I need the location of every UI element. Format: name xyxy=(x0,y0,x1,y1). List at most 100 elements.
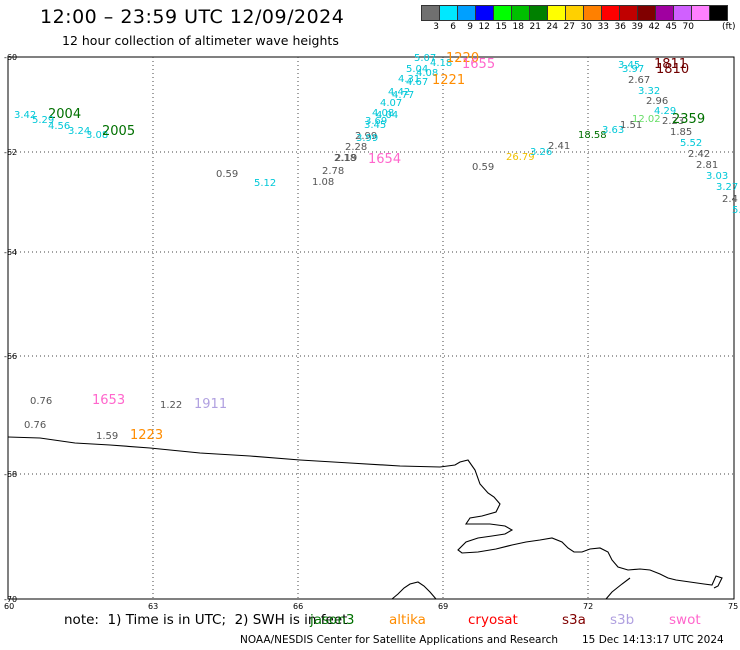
satellite-swot: swot xyxy=(669,612,701,628)
lon-tick-63: 63 xyxy=(148,602,158,611)
legend-tick-label: 45 xyxy=(665,22,677,32)
legend-tick-label: 24 xyxy=(546,22,558,32)
wave-height-label: 4.08 xyxy=(372,108,394,119)
wave-height-label: 18.58 xyxy=(578,130,607,141)
satellite-jason3: jason3 xyxy=(310,612,355,628)
pass-time-label: 1223 xyxy=(130,428,163,443)
wave-height-label: 1.85 xyxy=(670,127,692,138)
wave-height-label: 0.76 xyxy=(30,396,52,407)
wave-height-label: 2.67 xyxy=(628,75,650,86)
lat-tick-62: -62 xyxy=(4,148,17,157)
wave-height-label: 5.07 xyxy=(414,53,436,64)
legend-tick-label: 3 xyxy=(433,22,439,32)
coastline-bay-segment xyxy=(605,577,631,600)
wave-height-label: 0.59 xyxy=(216,169,238,180)
lat-tick-60: -60 xyxy=(4,53,17,62)
antarctic-coastline xyxy=(7,436,723,589)
lat-tick-68: -68 xyxy=(4,470,17,479)
wave-height-label: 1.59 xyxy=(96,431,118,442)
map-subtitle: 12 hour collection of altimeter wave hei… xyxy=(62,33,339,48)
lat-tick-64: -64 xyxy=(4,248,17,257)
lon-tick-72: 72 xyxy=(583,602,593,611)
lat-gridlines xyxy=(8,151,734,475)
footer-timestamp: 15 Dec 14:13:17 UTC 2024 xyxy=(582,634,724,646)
wave-height-label: 2.18 xyxy=(334,153,356,164)
color-legend: 3 6 9 12 15 18 21 24 27 30 33 36 39 42 45 70 (ft) xyxy=(421,5,736,32)
legend-tick-label: 30 xyxy=(580,22,592,32)
wave-height-label: 3.42 xyxy=(14,110,36,121)
satellite-altika: altika xyxy=(389,612,426,628)
legend-tick-label: 27 xyxy=(563,22,575,32)
wave-height-label: 4.77 xyxy=(392,90,414,101)
wave-height-label: 1.51 xyxy=(620,120,642,131)
wave-height-label: 3.26 xyxy=(530,147,552,158)
wave-height-label: 2.81 xyxy=(696,160,718,171)
wave-height-label: 3.24 xyxy=(68,126,90,137)
legend-tick-label: 36 xyxy=(614,22,626,32)
satellite-s3b: s3b xyxy=(610,612,635,628)
wave-height-label: 4.56 xyxy=(48,121,70,132)
lat-tick-70: -70 xyxy=(4,595,17,604)
map-title: 12:00 – 23:59 UTC 12/09/2024 xyxy=(40,6,345,28)
pass-time-label: 1911 xyxy=(194,397,227,412)
wave-height-label: 4.18 xyxy=(430,58,452,69)
wave-height-label: 3.45 xyxy=(618,60,640,71)
wave-height-label: 2.99 xyxy=(355,131,377,142)
wave-height-label: 1.22 xyxy=(160,400,182,411)
legend-tick-label: 18 xyxy=(512,22,524,32)
wave-height-label: 2.19 xyxy=(335,153,357,164)
lat-tick-66: -66 xyxy=(4,352,17,361)
wave-height-label: 12.02 xyxy=(632,114,661,125)
pass-time-label: 1654 xyxy=(368,152,401,167)
wave-height-label: 3.32 xyxy=(638,86,660,97)
wave-height-label: 2.42 xyxy=(688,149,710,160)
legend-swatch xyxy=(709,5,728,21)
wave-height-label: 2.96 xyxy=(646,96,668,107)
wave-height-label: 5.12 xyxy=(254,178,276,189)
legend-tick-label: 42 xyxy=(648,22,660,32)
pass-time-label: 1220 xyxy=(446,51,479,66)
pass-time-label: 2005 xyxy=(102,124,135,139)
legend-tick-label: 39 xyxy=(631,22,643,32)
wave-height-label: 2.41 xyxy=(548,141,570,152)
wave-height-label: 4.42 xyxy=(388,87,410,98)
pass-time-label: 1811 xyxy=(654,57,687,72)
wave-height-label: 3.45 xyxy=(364,120,386,131)
wave-height-label: 0.59 xyxy=(472,162,494,173)
wave-height-label: 26.79 xyxy=(506,152,535,163)
legend-tick-label: 6 xyxy=(450,22,456,32)
wave-height-label: 5.52 xyxy=(680,138,702,149)
legend-swatches xyxy=(421,5,728,21)
wave-height-label: 4.07 xyxy=(380,98,402,109)
pass-time-label: 1221 xyxy=(432,73,465,88)
wave-height-label: 3.63 xyxy=(602,125,624,136)
satellite-s3a: s3a xyxy=(562,612,586,628)
pass-time-label: 1810 xyxy=(656,62,689,77)
wave-height-label: 3.27 xyxy=(716,182,738,193)
lon-tick-75: 75 xyxy=(728,602,738,611)
legend-tick-label: 33 xyxy=(597,22,609,32)
wave-height-label: 4.67 xyxy=(406,77,428,88)
map-frame xyxy=(7,56,735,600)
legend-tick-label: 9 xyxy=(467,22,473,32)
lon-tick-60: 60 xyxy=(4,602,14,611)
legend-unit: (ft) xyxy=(722,22,736,32)
wave-height-label: 4.29 xyxy=(654,106,676,117)
units-note: note: 1) Time is in UTC; 2) SWH is in fe… xyxy=(64,612,348,628)
wave-height-label: 3.97 xyxy=(622,64,644,75)
lon-tick-66: 66 xyxy=(293,602,303,611)
wave-height-label: 3.03 xyxy=(706,171,728,182)
legend-tick-label: 70 xyxy=(682,22,694,32)
wave-height-label: 2.28 xyxy=(345,142,367,153)
wave-height-label: 3.08 xyxy=(86,130,108,141)
wave-height-label: 4.04 xyxy=(376,110,398,121)
wave-height-label: 5. xyxy=(732,205,740,216)
legend-ticks: 3 6 9 12 15 18 21 24 27 30 33 36 39 42 45 70 xyxy=(422,22,728,32)
wave-height-label: 5.29 xyxy=(32,115,54,126)
wave-height-label: 2.23 xyxy=(662,116,684,127)
wave-height-label: 2.4 xyxy=(722,194,738,205)
lon-tick-69: 69 xyxy=(438,602,448,611)
pass-time-label: 1655 xyxy=(462,57,495,72)
pass-time-label: 2359 xyxy=(672,112,705,127)
